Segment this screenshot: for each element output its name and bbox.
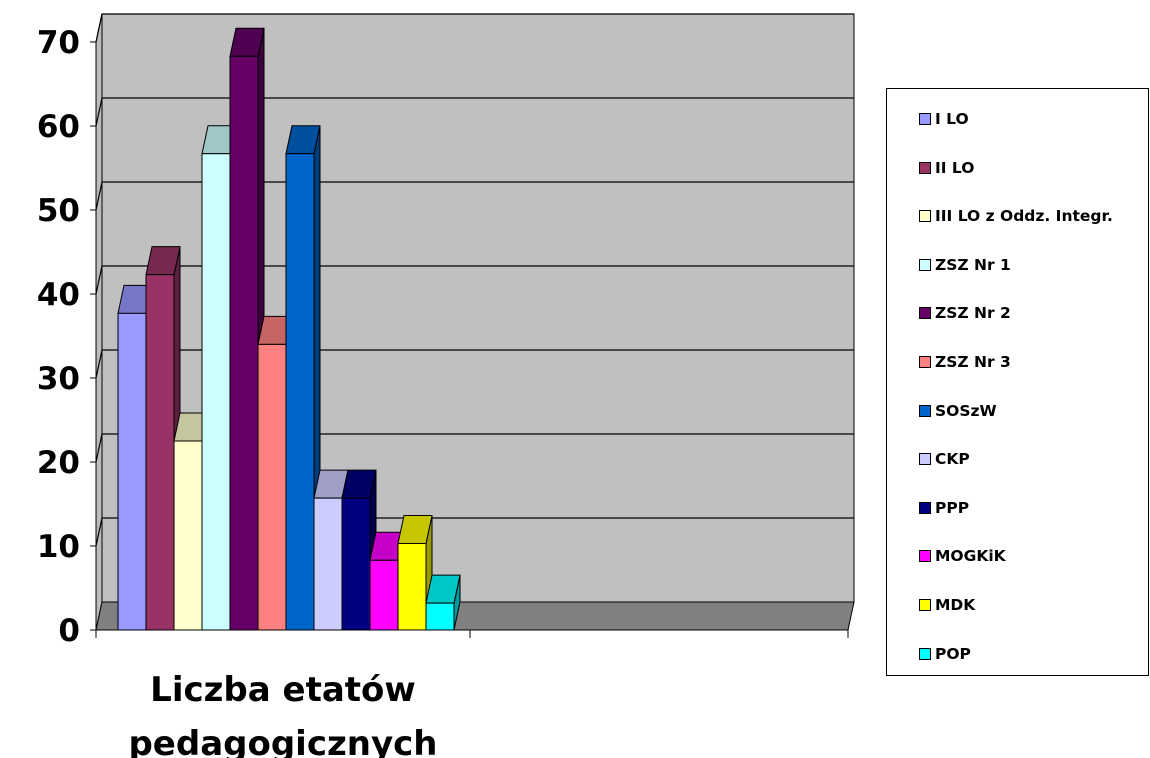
legend-item: III LO z Oddz. Integr. [919, 206, 1113, 226]
bar-top [397, 514, 433, 544]
gridline [95, 265, 854, 295]
gridline [95, 97, 854, 127]
legend-swatch [919, 599, 931, 611]
legend-label: ZSZ Nr 1 [935, 255, 1011, 274]
y-tick-label: 40 [37, 277, 80, 313]
side-wall [95, 13, 103, 631]
gridline [95, 433, 854, 463]
legend-item: POP [919, 644, 971, 664]
legend-swatch [919, 307, 931, 320]
legend-item: II LO [919, 158, 974, 178]
legend-item: I LO [919, 109, 969, 129]
bar-front [201, 153, 231, 631]
y-tick-label: 60 [37, 109, 80, 145]
legend-label: I LO [935, 110, 969, 128]
legend-item: PPP [919, 498, 969, 518]
bar-top [229, 27, 265, 57]
y-tick-label: 10 [37, 529, 80, 565]
y-tick-label: 0 [58, 613, 80, 649]
gridlines [95, 13, 854, 547]
legend-swatch [919, 210, 931, 223]
bar-front [341, 497, 371, 631]
legend-swatch [919, 550, 931, 563]
gridline [95, 181, 854, 211]
gridline [95, 349, 854, 379]
y-tick-label: 20 [37, 445, 80, 481]
legend-label: CKP [935, 450, 970, 469]
legend-item: ZSZ Nr 2 [919, 303, 1011, 323]
bar [425, 574, 461, 631]
bar-front [397, 542, 427, 631]
legend-label: POP [935, 644, 971, 663]
bar-top [145, 246, 181, 276]
x-axis-label: pedagogicznych [128, 724, 437, 758]
bar-front [173, 440, 203, 631]
legend-label: ZSZ Nr 2 [935, 304, 1011, 323]
legend-label: ZSZ Nr 3 [935, 353, 1011, 371]
bar-front [117, 312, 147, 631]
legend-swatch [919, 453, 931, 466]
legend-item: ZSZ Nr 1 [919, 255, 1011, 275]
bar-top [341, 469, 377, 499]
legend-swatch [919, 404, 931, 417]
y-axis: 0 10 20 30 40 50 60 70 [37, 25, 97, 649]
y-tick-label: 70 [37, 25, 80, 61]
bar-front [145, 274, 175, 631]
legend-swatch [919, 501, 931, 514]
bar-front [313, 497, 343, 631]
legend: I LO II LO III LO z Oddz. Integr. ZSZ Nr 1 Z… [886, 88, 1149, 676]
x-axis: Liczba etatów pedagogicznych [95, 629, 849, 758]
legend-label: MDK [935, 596, 976, 614]
legend-swatch [919, 647, 931, 660]
legend-swatch [919, 113, 931, 125]
legend-item: MDK [919, 595, 975, 615]
bar-top [285, 125, 321, 155]
legend-swatch [919, 161, 931, 174]
legend-label: SOSzW [935, 401, 997, 420]
legend-item: CKP [919, 449, 970, 469]
legend-swatch [919, 356, 931, 368]
bar [341, 469, 377, 631]
bar-front [425, 602, 455, 631]
gridline [95, 517, 854, 547]
bar-front [229, 55, 259, 631]
bar-top [425, 574, 461, 604]
legend-swatch [919, 258, 931, 271]
y-tick-label: 50 [37, 193, 80, 229]
legend-label: III LO z Oddz. Integr. [935, 207, 1113, 226]
legend-item: ZSZ Nr 3 [919, 352, 1011, 372]
y-tick-label: 30 [37, 361, 80, 397]
gridline [95, 13, 854, 43]
bar [397, 514, 433, 631]
legend-item: MOGKiK [919, 546, 1006, 566]
bars [117, 27, 461, 631]
x-axis-label: Liczba etatów [150, 670, 416, 710]
legend-label: PPP [935, 498, 970, 517]
legend-item: SOSzW [919, 401, 997, 421]
legend-label: II LO [935, 158, 975, 177]
bar-front [369, 559, 399, 631]
bar-front [257, 343, 287, 631]
bar-front [285, 153, 315, 631]
legend-label: MOGKiK [935, 547, 1006, 566]
